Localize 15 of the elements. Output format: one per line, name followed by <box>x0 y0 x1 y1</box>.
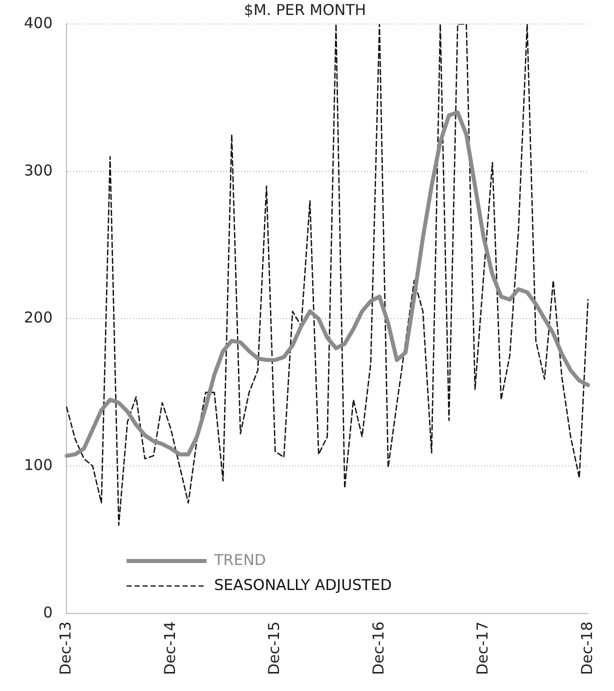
chart-title: $M. PER MONTH <box>244 0 366 19</box>
text: TREND <box>213 550 266 569</box>
y-tick-label: 400 <box>24 14 53 32</box>
y-tick-label: 300 <box>24 161 53 180</box>
x-tick-label: Dec-15 <box>265 621 284 676</box>
line-series <box>66 24 589 526</box>
y-tick-label: 200 <box>24 308 53 327</box>
y-tick-label: 0 <box>43 603 53 622</box>
x-tick-label: Dec-13 <box>56 621 75 676</box>
x-tick-label: Dec-16 <box>369 621 388 676</box>
x-tick-label: Dec-14 <box>160 621 179 676</box>
x-tick-label: Dec-17 <box>474 621 492 676</box>
x-tick-label: Dec-18 <box>578 621 596 676</box>
text: SEASONALLY ADJUSTED <box>214 576 392 594</box>
y-tick-label: 100 <box>24 456 53 474</box>
